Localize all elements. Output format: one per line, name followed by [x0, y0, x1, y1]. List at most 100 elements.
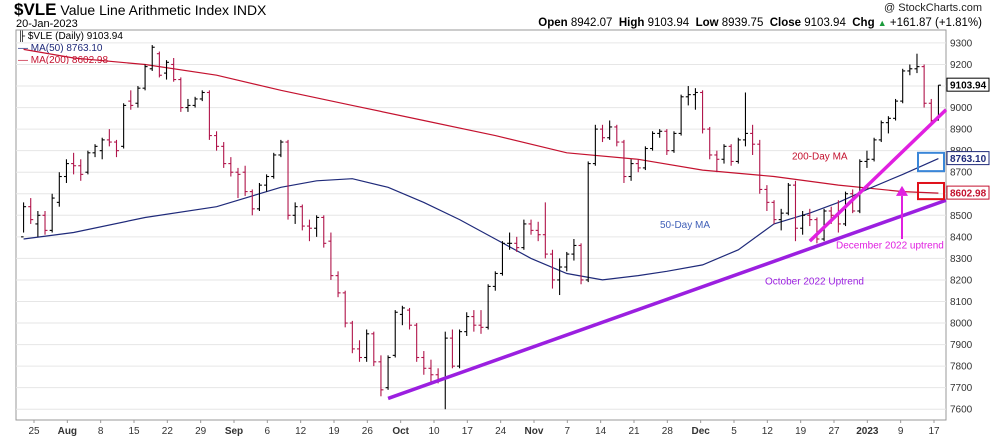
price-bar [549, 249, 555, 289]
price-bar [99, 137, 105, 160]
price-label-ma50: 8763.10 [946, 151, 990, 166]
price-bar [135, 86, 141, 108]
price-bar [256, 182, 262, 211]
price-bar [535, 221, 541, 242]
price-label-ma200: 8602.98 [946, 185, 990, 200]
y-tick-label: 9200 [950, 60, 973, 71]
price-bar [228, 157, 234, 177]
price-bar [492, 271, 498, 291]
price-bar [771, 200, 777, 224]
price-bar [78, 159, 84, 181]
legend-ma50-label: MA(50) 8763.10 [30, 43, 103, 54]
high-label: High [618, 17, 645, 29]
price-bar [592, 124, 598, 166]
price-bar [750, 124, 756, 155]
x-tick-label: Aug [58, 426, 77, 437]
y-tick-label: 8300 [950, 254, 973, 265]
price-bar [514, 236, 520, 252]
price-bar [807, 208, 813, 227]
price-bar [607, 120, 613, 140]
chart-title: $VLE Value Line Arithmetic Index INDX [14, 0, 266, 20]
legend-ma50-icon: — [18, 43, 28, 54]
price-bar [778, 208, 784, 231]
legend-ma200: — MA(200) 8602.98 [18, 55, 108, 66]
price-bar [221, 142, 227, 168]
price-bar [792, 180, 798, 242]
legend-price-label: $VLE (Daily) 9103.94 [27, 31, 123, 42]
price-bar [178, 77, 184, 112]
x-tick-label: 8 [98, 426, 104, 437]
y-tick-label: 7800 [950, 362, 973, 373]
legend-ma200-label: MA(200) 8602.98 [30, 55, 109, 66]
price-bar [542, 202, 548, 259]
price-bar [106, 129, 112, 147]
price-bar [206, 90, 212, 140]
y-tick-label: 8900 [950, 125, 973, 136]
price-bar [457, 329, 463, 369]
chg-value: +161.87 (+1.81%) [889, 17, 982, 29]
exchange-label: INDX [232, 2, 267, 18]
arrow-head-icon [896, 185, 908, 196]
close-label: Close [769, 17, 802, 29]
ma50-line [23, 158, 939, 281]
open-value: 8942.07 [570, 17, 613, 29]
price-bar [449, 329, 455, 369]
y-tick-label: 8400 [950, 232, 973, 243]
ohlc-bars [21, 45, 941, 410]
price-bar [635, 159, 641, 173]
price-bar [907, 64, 913, 76]
price-label-text: 8763.10 [950, 154, 987, 165]
price-bar [399, 305, 405, 326]
price-bar [56, 172, 62, 207]
low-label: Low [695, 17, 719, 29]
y-tick-label: 7700 [950, 383, 973, 394]
price-bar [671, 131, 677, 153]
price-label-text: 9103.94 [950, 81, 987, 92]
y-tick-label: 8000 [950, 319, 973, 330]
price-bar [306, 219, 312, 242]
x-tick-label: 5 [731, 426, 737, 437]
dec-uptrend-annotation: December 2022 uptrend [836, 241, 944, 252]
price-bar [464, 312, 470, 336]
price-bar [385, 355, 391, 390]
chg-arrow-icon: ▲ [877, 18, 887, 28]
chg-label: Chg [852, 17, 875, 29]
price-bar [271, 152, 277, 179]
legend-ma200-icon: — [18, 55, 28, 66]
symbol-label: $VLE [14, 0, 57, 19]
price-bar [864, 150, 870, 168]
price-bar [764, 185, 770, 211]
close-value: 9103.94 [804, 17, 846, 29]
price-bar [650, 131, 656, 151]
price-bar [85, 150, 91, 175]
legend-price-icon: ╟ [18, 31, 26, 42]
price-bar [664, 129, 670, 155]
price-bar [242, 165, 248, 196]
legend-price: ╟ $VLE (Daily) 9103.94 [18, 31, 123, 42]
price-bar [678, 94, 684, 136]
price-bar [214, 131, 220, 151]
price-bar [878, 120, 884, 143]
price-bar [578, 243, 584, 285]
price-bar [914, 53, 920, 74]
price-bar [707, 126, 713, 160]
y-tick-label: 7900 [950, 340, 973, 351]
price-bar [156, 51, 162, 78]
price-bar [742, 92, 748, 147]
price-bar [928, 98, 934, 123]
price-bar [757, 139, 763, 194]
price-bar [171, 58, 177, 82]
ma50-highlight-box [917, 151, 945, 173]
oct-uptrend-line [387, 198, 947, 401]
price-bar [63, 159, 69, 183]
price-bar [585, 161, 591, 283]
ohlc-readout: Open 8942.07 High 9103.94 Low 8939.75 Cl… [538, 17, 982, 29]
chart-date: 20-Jan-2023 [16, 18, 78, 30]
x-tick-label: 24 [495, 426, 507, 437]
price-bar [507, 232, 513, 250]
price-bar [264, 174, 270, 192]
price-label-price: 9103.94 [946, 77, 990, 92]
price-bar [378, 355, 384, 397]
price-bar [35, 210, 41, 237]
x-tick-label: 14 [595, 426, 607, 437]
